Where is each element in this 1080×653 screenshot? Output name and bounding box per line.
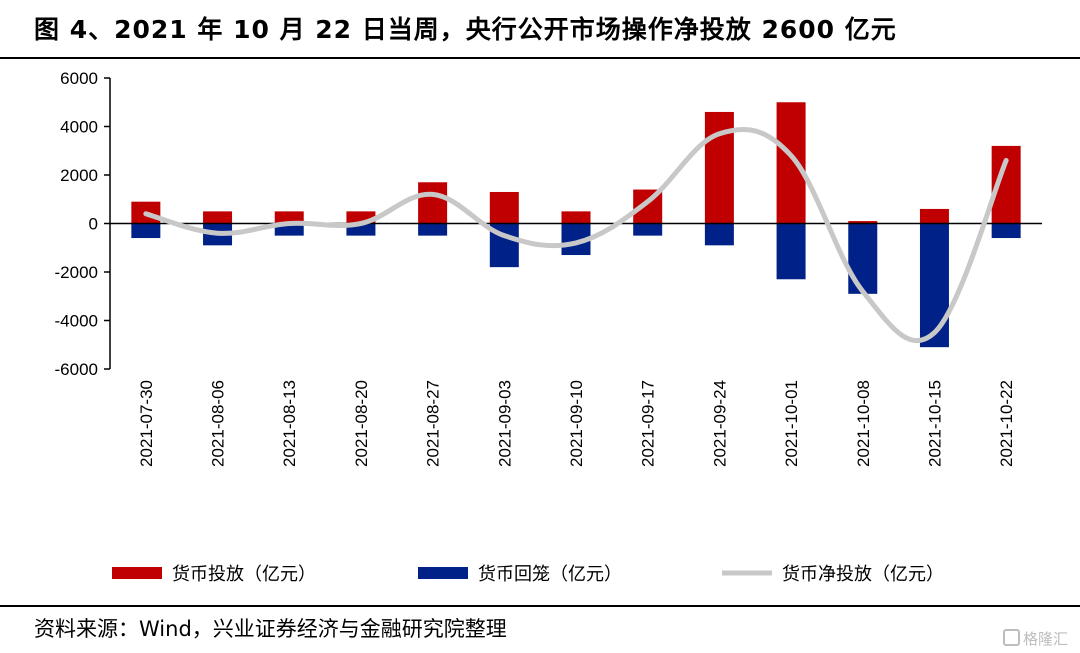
- y-tick-label: 6000: [60, 69, 98, 88]
- net-injection-line: [143, 126, 1009, 343]
- x-tick-label: 2021-09-24: [710, 380, 729, 467]
- bar-money-injection: [489, 191, 519, 224]
- top-rule: [0, 57, 1080, 59]
- x-tick-label: 2021-07-30: [137, 380, 156, 467]
- bottom-rule: [0, 605, 1080, 607]
- y-tick-label: 2000: [60, 166, 98, 185]
- y-tick-label: 0: [89, 215, 98, 234]
- legend-label: 货币投放（亿元）: [172, 564, 316, 585]
- y-tick-label: -4000: [55, 312, 98, 331]
- x-tick-label: 2021-10-22: [997, 380, 1016, 467]
- x-tick-label: 2021-10-01: [782, 380, 801, 467]
- bar-money-injection: [919, 208, 949, 224]
- x-tick-label: 2021-09-10: [567, 380, 586, 467]
- chart-title: 图 4、2021 年 10 月 22 日当周，央行公开市场操作净投放 2600 …: [34, 15, 897, 44]
- x-tick-label: 2021-08-06: [209, 380, 228, 467]
- bar-money-withdrawal: [418, 223, 448, 236]
- watermark-text: 格隆汇: [1022, 630, 1068, 648]
- y-tick-label: 4000: [60, 118, 98, 137]
- legend-swatch: [418, 567, 468, 579]
- bar-money-injection: [561, 211, 591, 224]
- bar-money-injection: [203, 211, 233, 224]
- x-tick-label: 2021-09-17: [639, 380, 658, 467]
- y-tick-label: -6000: [55, 360, 98, 379]
- chart-svg: 6000 4000 2000 0 -2000 -4000 -6000 2021-07-30 20…: [55, 69, 1042, 585]
- watermark: 格隆汇: [1002, 628, 1068, 649]
- bar-money-injection: [274, 211, 304, 224]
- source-note: 资料来源：Wind，兴业证券经济与金融研究院整理: [34, 617, 507, 641]
- bar-money-withdrawal: [131, 223, 161, 239]
- bar-money-injection: [776, 102, 806, 224]
- bar-money-withdrawal: [848, 223, 878, 294]
- legend-label: 货币净投放（亿元）: [782, 564, 944, 585]
- x-tick-label: 2021-08-13: [280, 380, 299, 467]
- legend-swatch: [112, 567, 162, 579]
- bar-money-withdrawal: [776, 223, 806, 280]
- x-tick-label: 2021-08-27: [424, 380, 443, 467]
- x-tick-label: 2021-10-15: [925, 380, 944, 467]
- bar-money-withdrawal: [919, 223, 949, 348]
- watermark-logo-icon: [1002, 629, 1020, 646]
- x-tick-label: 2021-08-20: [352, 380, 371, 467]
- y-tick-label: -2000: [55, 263, 98, 282]
- bar-money-injection: [848, 221, 878, 224]
- bar-money-withdrawal: [633, 223, 663, 236]
- bar-money-withdrawal: [704, 223, 734, 246]
- x-tick-label: 2021-09-03: [495, 380, 514, 467]
- bar-money-withdrawal: [991, 223, 1021, 239]
- bar-money-injection: [418, 182, 448, 224]
- x-tick-label: 2021-10-08: [854, 380, 873, 467]
- legend-label: 货币回笼（亿元）: [478, 564, 622, 585]
